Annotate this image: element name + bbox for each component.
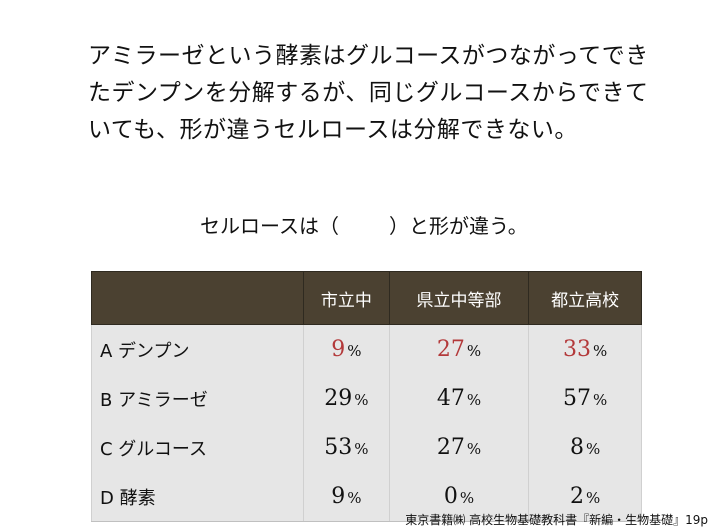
row-label: D 酵素 <box>91 472 304 522</box>
percent-cell: 53% <box>303 423 390 472</box>
percent-value: 27 <box>436 435 465 460</box>
table-header-row: 市立中 県立中等部 都立高校 <box>91 271 642 325</box>
percent-cell: 33% <box>528 324 642 374</box>
problem-paragraph: アミラーゼという酵素はグルコースがつながってでき たデンプンを分解するが、同じグ… <box>88 38 688 149</box>
percent-value: 33 <box>563 337 592 362</box>
percent-sign: % <box>347 489 362 507</box>
percent-value: 0 <box>443 484 458 509</box>
percent-sign: % <box>593 342 608 360</box>
row-label: A デンプン <box>91 324 304 374</box>
question-suffix: ）と形が違う。 <box>389 214 528 238</box>
table-row: D 酵素 9% 0% 2% <box>91 472 642 522</box>
percent-value: 53 <box>324 435 353 460</box>
percent-sign: % <box>466 391 482 409</box>
percent-value: 8 <box>570 435 585 460</box>
percent-sign: % <box>459 489 475 507</box>
percent-cell: 2% <box>528 472 642 522</box>
percent-cell: 29% <box>303 374 390 423</box>
percent-sign: % <box>586 489 601 507</box>
percent-value: 2 <box>570 484 585 509</box>
percent-cell: 27% <box>388 423 530 472</box>
percent-sign: % <box>354 440 369 458</box>
percent-sign: % <box>466 440 482 458</box>
percent-sign: % <box>586 440 601 458</box>
percent-cell: 57% <box>528 374 642 423</box>
header-metropolitan-high: 都立高校 <box>528 271 642 325</box>
results-table: 市立中 県立中等部 都立高校 A デンプン 9% 27% 33% B アミラーゼ 29% 4… <box>91 271 642 522</box>
percent-value: 27 <box>436 337 465 362</box>
percent-cell: 47% <box>388 374 530 423</box>
percent-value: 57 <box>563 386 592 411</box>
question-prefix: セルロースは（ <box>200 214 339 238</box>
paragraph-line: アミラーゼという酵素はグルコースがつながってでき <box>88 43 649 69</box>
paragraph-line: たデンプンを分解するが、同じグルコースからできて <box>88 80 649 106</box>
row-label: B アミラーゼ <box>91 374 304 423</box>
percent-cell: 27% <box>388 324 530 374</box>
percent-sign: % <box>593 391 608 409</box>
table-row: B アミラーゼ 29% 47% 57% <box>91 374 642 423</box>
percent-value: 29 <box>324 386 353 411</box>
percent-sign: % <box>466 342 482 360</box>
source-citation: 東京書籍㈱ 高校生物基礎教科書『新編・生物基礎』19p <box>405 513 708 527</box>
percent-sign: % <box>347 342 362 360</box>
table-row: A デンプン 9% 27% 33% <box>91 324 642 374</box>
percent-value: 47 <box>436 386 465 411</box>
percent-value: 9 <box>331 337 346 362</box>
row-label: C グルコース <box>91 423 304 472</box>
percent-cell: 9% <box>303 472 390 522</box>
percent-cell: 0% <box>388 472 530 522</box>
percent-cell: 8% <box>528 423 642 472</box>
paragraph-line: いても、形が違うセルロースは分解できない。 <box>88 117 578 143</box>
table-row: C グルコース 53% 27% 8% <box>91 423 642 472</box>
fill-in-question: セルロースは（ ）と形が違う。 <box>200 210 528 239</box>
header-corner <box>91 271 304 325</box>
percent-value: 9 <box>331 484 346 509</box>
header-city-junior-high: 市立中 <box>303 271 390 325</box>
percent-sign: % <box>354 391 369 409</box>
header-prefectural-secondary: 県立中等部 <box>388 271 530 325</box>
percent-cell: 9% <box>303 324 390 374</box>
